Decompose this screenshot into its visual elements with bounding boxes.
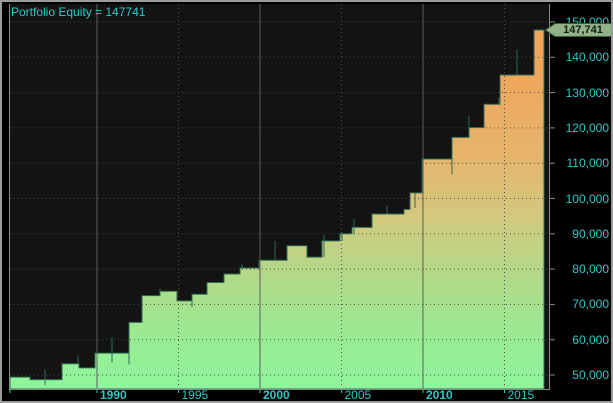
chart-title: Portfolio Equity = 147741 <box>11 5 146 19</box>
badge-value: 147,741 <box>563 24 603 36</box>
badge-arrow-icon <box>545 23 611 37</box>
last-value-badge: 147,741 <box>545 22 611 38</box>
